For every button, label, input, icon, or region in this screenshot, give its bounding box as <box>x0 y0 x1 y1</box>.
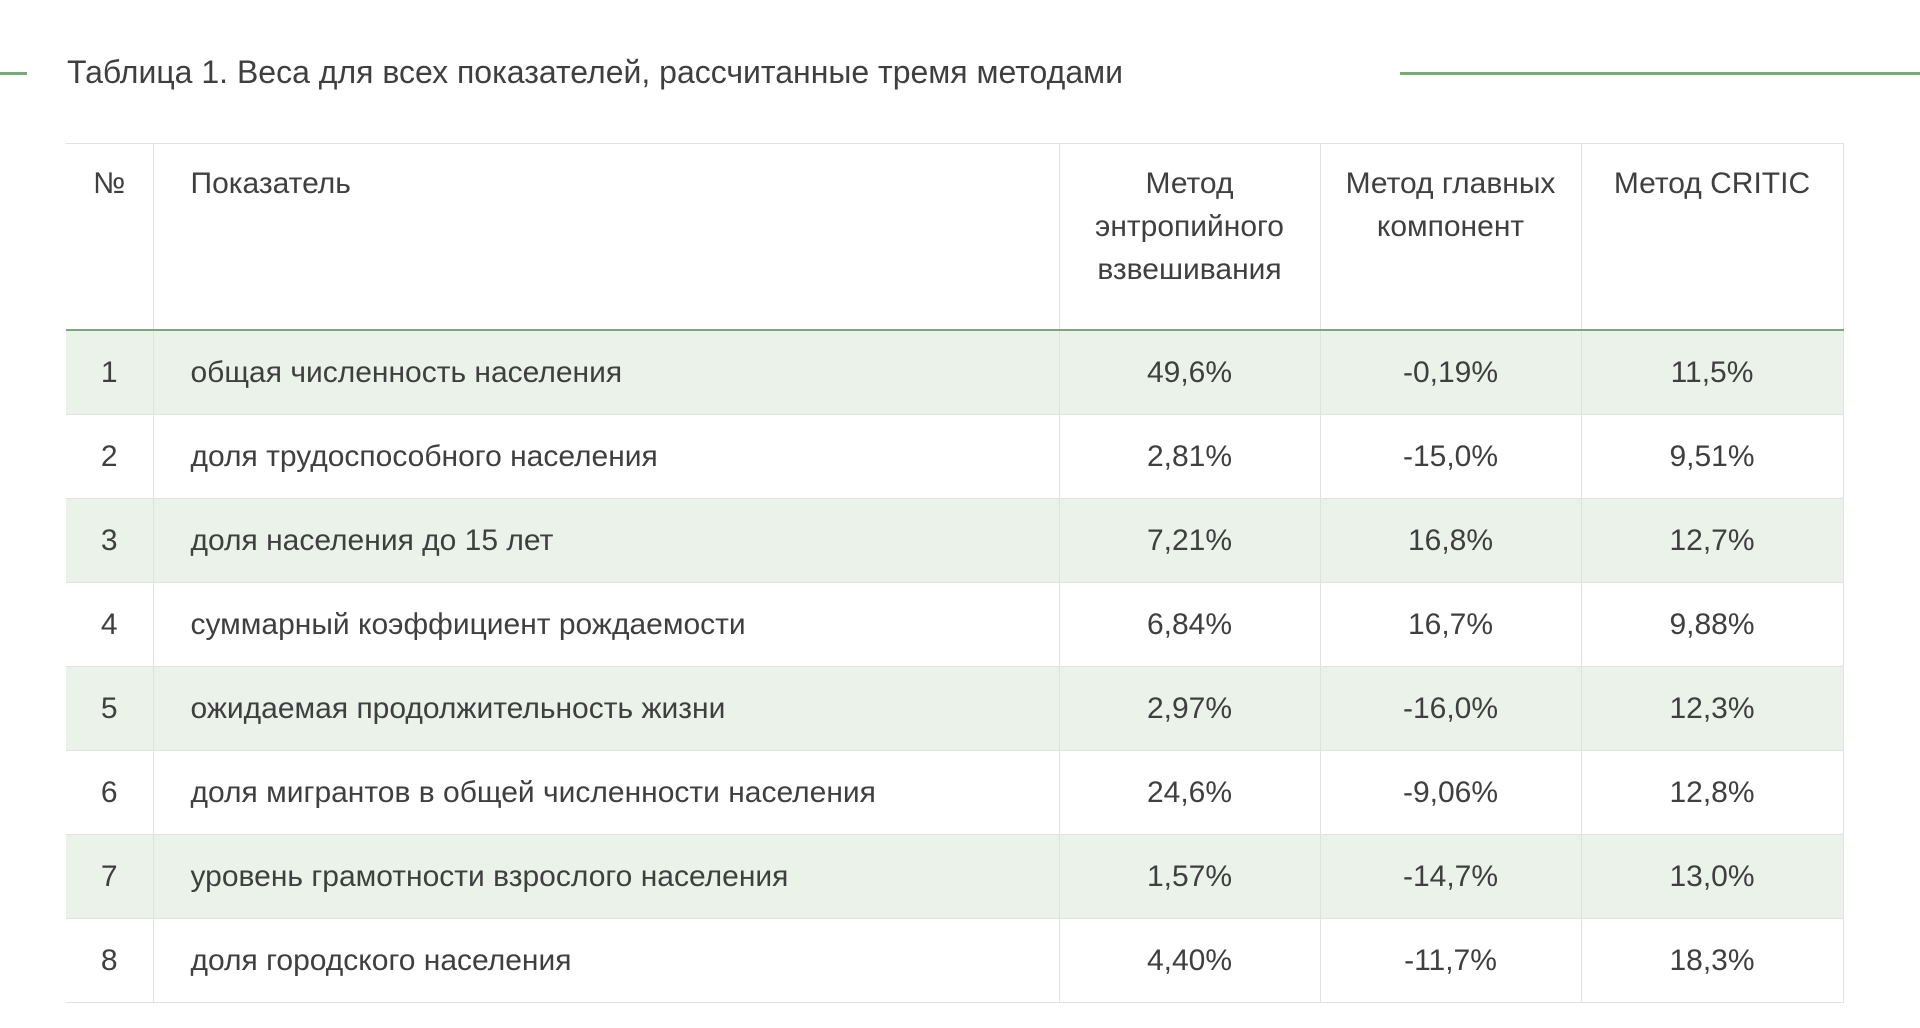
cell-number: 2 <box>66 414 154 499</box>
cell-entropy: 6,84% <box>1058 582 1321 667</box>
table-row: 2 доля трудоспособного населения 2,81% -15,… <box>66 414 1844 499</box>
header-number: № <box>66 143 154 331</box>
cell-indicator: доля трудоспособного населения <box>152 414 1060 499</box>
cell-pca: -11,7% <box>1319 918 1582 1003</box>
cell-pca: -9,06% <box>1319 750 1582 835</box>
cell-entropy: 7,21% <box>1058 498 1321 583</box>
cell-number: 5 <box>66 666 154 751</box>
cell-critic: 9,51% <box>1580 414 1844 499</box>
cell-critic: 9,88% <box>1580 582 1844 667</box>
cell-critic: 13,0% <box>1580 834 1844 919</box>
table-row: 7 уровень грамотности взрослого населения… <box>66 834 1844 919</box>
title-left-rule <box>0 72 27 75</box>
cell-critic: 12,3% <box>1580 666 1844 751</box>
table-row: 8 доля городского населения 4,40% -11,7% 18,… <box>66 918 1844 1003</box>
cell-indicator: доля городского населения <box>152 918 1060 1003</box>
cell-number: 6 <box>66 750 154 835</box>
table-row: 4 суммарный коэффициент рождаемости 6,84% 1… <box>66 582 1844 667</box>
cell-pca: 16,8% <box>1319 498 1582 583</box>
cell-entropy: 24,6% <box>1058 750 1321 835</box>
cell-indicator: уровень грамотности взрослого населения <box>152 834 1060 919</box>
table-row: 3 доля населения до 15 лет 7,21% 16,8% 12,7% <box>66 498 1844 583</box>
table-header-row: № Показатель Метод энтропийного взвешива… <box>66 143 1844 331</box>
cell-critic: 12,7% <box>1580 498 1844 583</box>
cell-critic: 11,5% <box>1580 329 1844 415</box>
cell-entropy: 1,57% <box>1058 834 1321 919</box>
table-row: 5 ожидаемая продолжительность жизни 2,97% -… <box>66 666 1844 751</box>
cell-indicator: доля мигрантов в общей численности насел… <box>152 750 1060 835</box>
weights-table: № Показатель Метод энтропийного взвешива… <box>66 143 1844 1003</box>
cell-number: 1 <box>66 329 154 415</box>
table-title: Таблица 1. Веса для всех показателей, ра… <box>67 54 1123 90</box>
table-row: 1 общая численность населения 49,6% -0,19% 1… <box>66 329 1844 415</box>
header-critic-method: Метод CRITIC <box>1580 143 1844 331</box>
title-right-rule <box>1400 72 1920 75</box>
header-pca-method: Метод главных компонент <box>1319 143 1582 331</box>
cell-number: 4 <box>66 582 154 667</box>
cell-pca: -14,7% <box>1319 834 1582 919</box>
cell-indicator: доля населения до 15 лет <box>152 498 1060 583</box>
cell-pca: -15,0% <box>1319 414 1582 499</box>
cell-indicator: суммарный коэффициент рождаемости <box>152 582 1060 667</box>
cell-pca: -16,0% <box>1319 666 1582 751</box>
cell-critic: 12,8% <box>1580 750 1844 835</box>
cell-number: 3 <box>66 498 154 583</box>
cell-pca: -0,19% <box>1319 329 1582 415</box>
cell-entropy: 4,40% <box>1058 918 1321 1003</box>
cell-entropy: 2,97% <box>1058 666 1321 751</box>
cell-indicator: ожидаемая продолжительность жизни <box>152 666 1060 751</box>
cell-number: 7 <box>66 834 154 919</box>
cell-indicator: общая численность населения <box>152 329 1060 415</box>
header-indicator: Показатель <box>152 143 1060 331</box>
table-row: 6 доля мигрантов в общей численности насе… <box>66 750 1844 835</box>
cell-entropy: 2,81% <box>1058 414 1321 499</box>
header-entropy-method: Метод энтропийного взвешивания <box>1058 143 1321 331</box>
cell-number: 8 <box>66 918 154 1003</box>
cell-entropy: 49,6% <box>1058 329 1321 415</box>
cell-pca: 16,7% <box>1319 582 1582 667</box>
cell-critic: 18,3% <box>1580 918 1844 1003</box>
